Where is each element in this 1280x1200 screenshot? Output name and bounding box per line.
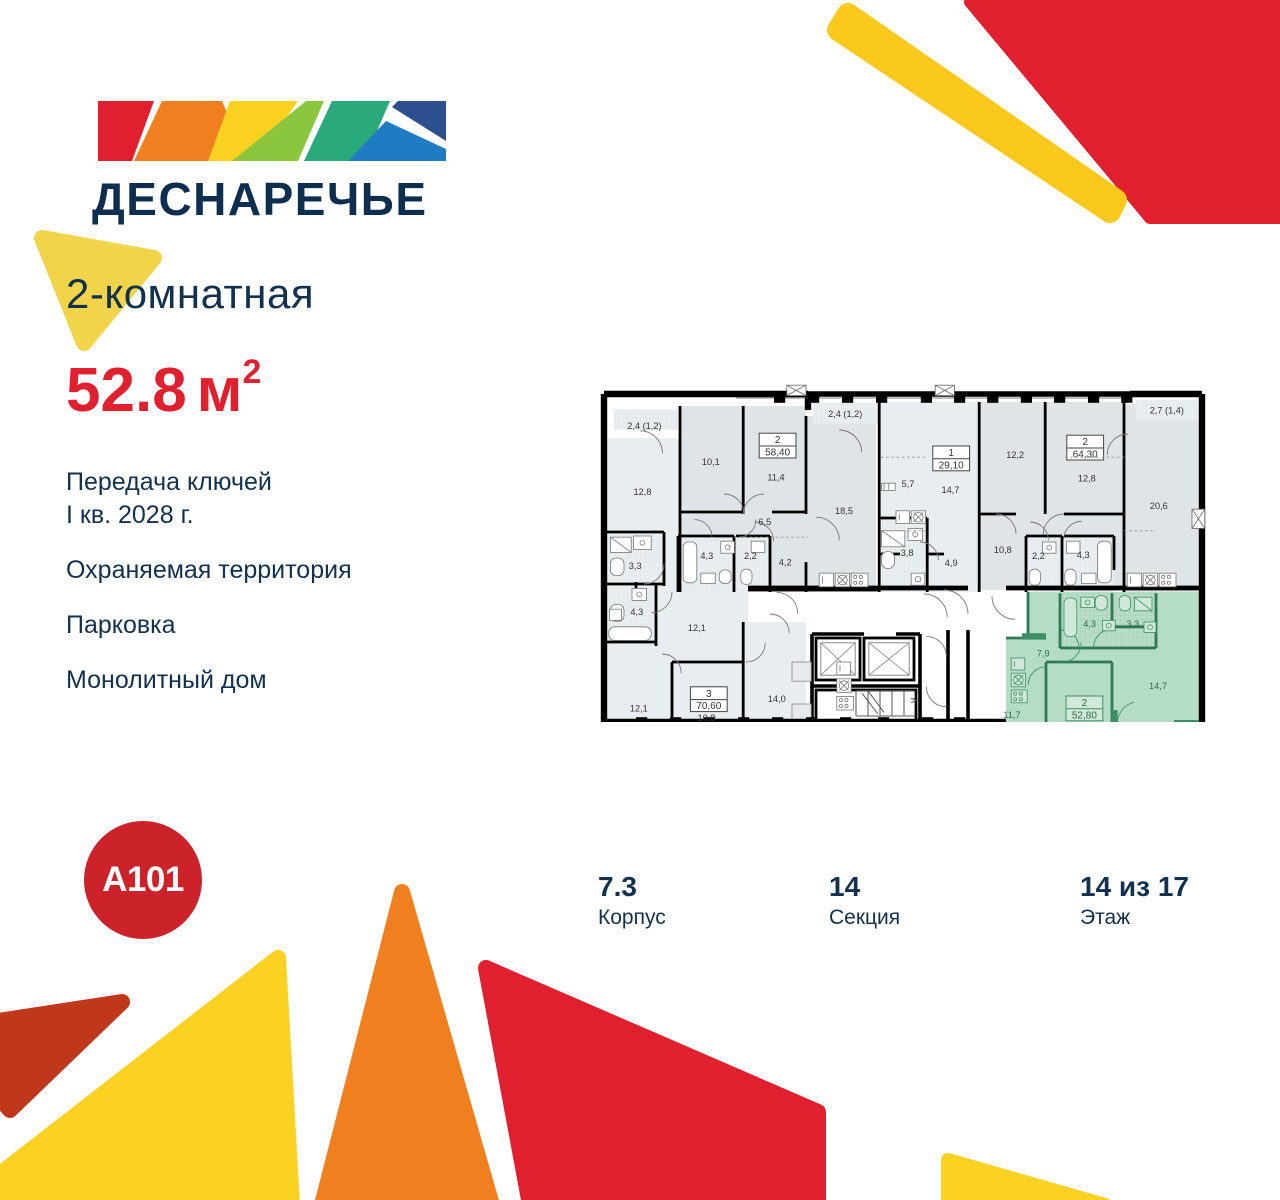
- facade-pilasters: [636, 392, 1133, 722]
- svg-text:2,7 (1,4): 2,7 (1,4): [1150, 406, 1184, 416]
- stat-building-value: 7.3: [598, 871, 637, 902]
- svg-text:4,3: 4,3: [700, 551, 713, 561]
- stat-floor: 14 из 17 Этаж: [1080, 872, 1189, 930]
- svg-text:4,3: 4,3: [1077, 550, 1090, 560]
- room-area-labels: 2,4 (1,2) 12,8 10,1 11,4 2,4 (1,2) 18,5 …: [627, 406, 1184, 722]
- room-fills: [606, 402, 1200, 722]
- stat-section: 14 Секция: [829, 872, 900, 930]
- area-unit: м: [196, 356, 243, 425]
- svg-text:4,2: 4,2: [779, 558, 792, 568]
- unit-label-58: 2 58,40: [758, 432, 797, 459]
- svg-text:7,9: 7,9: [1037, 648, 1050, 658]
- svg-text:5,7: 5,7: [902, 479, 915, 489]
- svg-text:4,3: 4,3: [630, 607, 643, 617]
- svg-text:11,4: 11,4: [767, 472, 784, 482]
- svg-text:12,8: 12,8: [633, 487, 651, 497]
- stat-building-label: Корпус: [598, 906, 666, 930]
- unit-label-70: 3 70,60: [689, 686, 728, 712]
- feature-list: Передача ключей I кв. 2028 г. Охраняемая…: [66, 466, 496, 697]
- fixtures: [608, 482, 1177, 711]
- svg-text:14,7: 14,7: [1149, 681, 1167, 691]
- unit-rooms: 1: [948, 448, 954, 459]
- svg-text:11,7: 11,7: [1003, 710, 1020, 720]
- feature-item-monolithic: Монолитный дом: [66, 666, 267, 694]
- niche-dashed-lines: [734, 456, 1156, 538]
- feature-item-parking: Парковка: [66, 611, 176, 639]
- svg-text:4,3: 4,3: [1083, 619, 1096, 629]
- highlight-unit-wall-nub-2: [1111, 710, 1118, 722]
- svg-text:12,1: 12,1: [688, 623, 706, 633]
- svg-text:6,5: 6,5: [758, 517, 771, 527]
- unit-rooms: 2: [775, 435, 781, 446]
- window-symbols: [786, 384, 1206, 529]
- svg-text:2,2: 2,2: [744, 551, 757, 561]
- decor-top-right: [827, 0, 1280, 224]
- stat-floor-label: Этаж: [1080, 906, 1131, 930]
- area-value: 52.8 м2: [66, 353, 262, 426]
- unit-area: 64,30: [1073, 450, 1098, 461]
- svg-text:2,2: 2,2: [1032, 551, 1045, 561]
- room-area-labels-highlight: 11,7 7,9 9,4 14,7 4,3 3,3 2,9 (1,5): [1003, 619, 1167, 720]
- svg-text:14,7: 14,7: [941, 485, 959, 495]
- unit-label-64: 2 64,30: [1066, 434, 1105, 461]
- svg-text:12,1: 12,1: [630, 704, 648, 714]
- unit-rooms: 3: [706, 689, 712, 700]
- svg-text:14,0: 14,0: [768, 694, 786, 704]
- svg-text:2,4 (1,2): 2,4 (1,2): [828, 409, 862, 419]
- stat-floor-value: 14 из 17: [1080, 871, 1189, 902]
- page-title: 2-комнатная: [66, 270, 315, 317]
- unit-label-boxes: 2 58,40 1 29,10 2 64,30: [689, 432, 1105, 721]
- highlight-unit-area: 52,80: [1072, 710, 1097, 721]
- svg-text:3,8: 3,8: [901, 548, 914, 558]
- area-unit-exponent: 2: [242, 353, 262, 392]
- svg-text:3,3: 3,3: [1126, 619, 1139, 629]
- unit-area: 70,60: [696, 701, 721, 712]
- unit-label-highlight: 2 52,80: [1065, 695, 1104, 721]
- logo-mark-icon: [98, 101, 446, 161]
- svg-text:12,2: 12,2: [1006, 450, 1024, 460]
- a101-badge: A101: [84, 821, 202, 939]
- logo-wordmark: ДЕСНАРЕЧЬЕ: [92, 173, 428, 225]
- door-swings: [639, 429, 1129, 708]
- fixtures-highlight: [1010, 595, 1157, 704]
- highlight-unit-rooms: 2: [1082, 698, 1088, 709]
- unit-rooms: 2: [1082, 437, 1088, 448]
- unit-area: 58,40: [765, 448, 790, 459]
- svg-text:3,3: 3,3: [629, 561, 642, 571]
- building-core: [791, 630, 970, 722]
- unit-area: 29,10: [939, 460, 964, 471]
- stat-section-label: Секция: [829, 906, 901, 930]
- svg-text:10,8: 10,8: [994, 545, 1012, 555]
- svg-text:20,6: 20,6: [1150, 501, 1168, 511]
- svg-text:10,8: 10,8: [697, 713, 715, 722]
- feature-item-keys: Передача ключей I кв. 2028 г.: [66, 468, 272, 529]
- brand-logo: ДЕСНАРЕЧЬЕ: [92, 95, 457, 222]
- stat-section-value: 14: [829, 871, 861, 902]
- highlight-unit-wall-nub: [1022, 633, 1046, 640]
- stat-building: 7.3 Корпус: [598, 872, 666, 930]
- floor-plan-drawing: 2 58,40 1 29,10 2 64,30: [600, 384, 1206, 722]
- svg-text:12,8: 12,8: [1078, 474, 1096, 484]
- a101-badge-label: A101: [102, 860, 184, 899]
- highlight-unit-wall-nub-3: [1174, 720, 1199, 722]
- svg-text:2,4 (1,2): 2,4 (1,2): [627, 421, 661, 431]
- floor-plan[interactable]: 2 58,40 1 29,10 2 64,30: [592, 382, 1210, 722]
- unit-label-29: 1 29,10: [932, 445, 971, 471]
- svg-text:10,1: 10,1: [702, 457, 720, 467]
- svg-text:18,5: 18,5: [835, 506, 853, 516]
- area-number: 52.8: [66, 356, 187, 425]
- svg-text:4,9: 4,9: [945, 558, 958, 568]
- feature-item-security: Охраняемая территория: [66, 556, 352, 584]
